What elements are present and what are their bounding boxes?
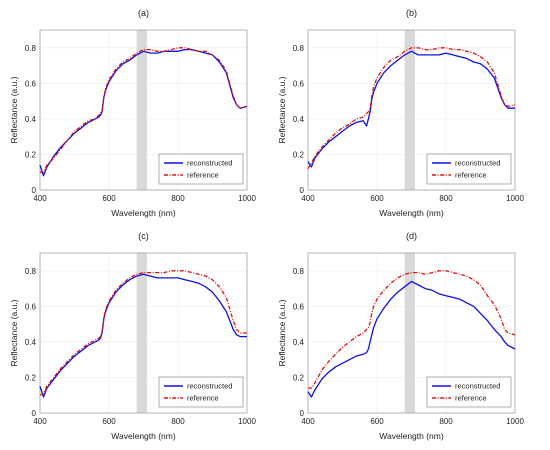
series-line-reconstructed — [39, 273, 247, 398]
y-tick-label: 0 — [32, 186, 37, 195]
x-tick-label: 1000 — [238, 194, 256, 203]
series-line-reference — [307, 47, 516, 170]
x-tick-label: 400 — [301, 194, 315, 203]
y-tick-label: 0.4 — [293, 115, 305, 124]
x-axis-label: Wavelength (nm) — [111, 208, 176, 218]
chart-panel-3: 400 600 800 1000 0 0.2 0.4 0.6 0.8 (c) Wavelength … — [9, 231, 256, 441]
legend: reconstructed reference — [158, 153, 244, 185]
legend-label-reconstructed: reconstructed — [455, 159, 500, 168]
x-tick-label: 800 — [439, 417, 453, 426]
y-tick-label: 0.2 — [293, 373, 305, 382]
y-tick-label: 0.8 — [293, 267, 305, 276]
panel-title: (c) — [138, 231, 149, 241]
y-tick-label: 0.2 — [25, 373, 37, 382]
legend: reconstructed reference — [426, 153, 512, 185]
x-tick-label: 400 — [33, 417, 47, 426]
series-line-reference — [40, 47, 248, 173]
shaded-band — [404, 253, 415, 413]
x-tick-label: 1000 — [506, 194, 524, 203]
legend-box — [158, 153, 244, 185]
axes-frame — [39, 252, 248, 414]
x-tick-label: 400 — [301, 417, 315, 426]
panel-title: (a) — [138, 8, 149, 18]
legend-box — [426, 153, 512, 185]
chart-panel-2: 400 600 800 1000 0 0.2 0.4 0.6 0.8 (b) Wavelength … — [277, 8, 524, 218]
axes-frame — [39, 29, 248, 191]
panel-title: (d) — [406, 231, 417, 241]
axes-frame — [307, 252, 516, 414]
y-axis-label: Reflectance (a.u.) — [9, 299, 19, 366]
y-axis-label: Reflectance (a.u.) — [277, 299, 287, 366]
y-tick-label: 0 — [300, 409, 305, 418]
x-tick-label: 400 — [33, 194, 47, 203]
shaded-band — [136, 253, 147, 413]
shaded-band — [404, 30, 415, 190]
legend-label-reference: reference — [187, 394, 219, 403]
legend-label-reconstructed: reconstructed — [187, 159, 232, 168]
legend-box — [426, 376, 512, 408]
y-tick-label: 0.4 — [25, 338, 37, 347]
y-tick-label: 0.6 — [25, 302, 37, 311]
x-tick-label: 1000 — [238, 417, 256, 426]
series-line-reconstructed — [307, 280, 516, 398]
x-tick-label: 800 — [439, 194, 453, 203]
y-tick-label: 0.6 — [293, 79, 305, 88]
legend: reconstructed reference — [158, 376, 244, 408]
panel-title: (b) — [406, 8, 417, 18]
shaded-band — [136, 30, 147, 190]
axes-frame — [307, 29, 516, 191]
y-tick-label: 0.6 — [293, 302, 305, 311]
series-line-reconstructed — [307, 50, 515, 168]
y-tick-label: 0.6 — [25, 79, 37, 88]
y-tick-label: 0.8 — [293, 44, 305, 53]
legend-label-reconstructed: reconstructed — [187, 382, 232, 391]
x-tick-label: 600 — [102, 417, 116, 426]
series-line-reference — [308, 270, 516, 389]
x-axis-label: Wavelength (nm) — [379, 431, 444, 441]
x-tick-label: 800 — [171, 417, 185, 426]
y-tick-label: 0 — [32, 409, 37, 418]
y-tick-label: 0.8 — [25, 44, 37, 53]
y-tick-label: 0.4 — [25, 115, 37, 124]
legend-label-reconstructed: reconstructed — [455, 382, 500, 391]
chart-panel-4: 400 600 800 1000 0 0.2 0.4 0.6 0.8 (d) Wavelength … — [277, 231, 524, 441]
y-axis-label: Reflectance (a.u.) — [9, 76, 19, 143]
series-line-reference — [39, 270, 247, 396]
x-tick-label: 1000 — [506, 417, 524, 426]
x-tick-label: 600 — [370, 417, 384, 426]
legend-box — [158, 376, 244, 408]
x-axis-label: Wavelength (nm) — [111, 431, 176, 441]
x-tick-label: 800 — [171, 194, 185, 203]
x-tick-label: 600 — [102, 194, 116, 203]
legend: reconstructed reference — [426, 376, 512, 408]
chart-panel-1: 400 600 800 1000 0 0.2 0.4 0.6 0.8 (a) Wavelength … — [9, 8, 256, 218]
x-axis-label: Wavelength (nm) — [379, 208, 444, 218]
y-axis-label: Reflectance (a.u.) — [277, 76, 287, 143]
legend-label-reference: reference — [187, 171, 219, 180]
y-tick-label: 0.8 — [25, 267, 37, 276]
legend-label-reference: reference — [455, 394, 487, 403]
y-tick-label: 0.2 — [25, 150, 37, 159]
y-tick-label: 0.4 — [293, 338, 305, 347]
x-tick-label: 600 — [370, 194, 384, 203]
legend-label-reference: reference — [455, 171, 487, 180]
y-tick-label: 0 — [300, 186, 305, 195]
y-tick-label: 0.2 — [293, 150, 305, 159]
